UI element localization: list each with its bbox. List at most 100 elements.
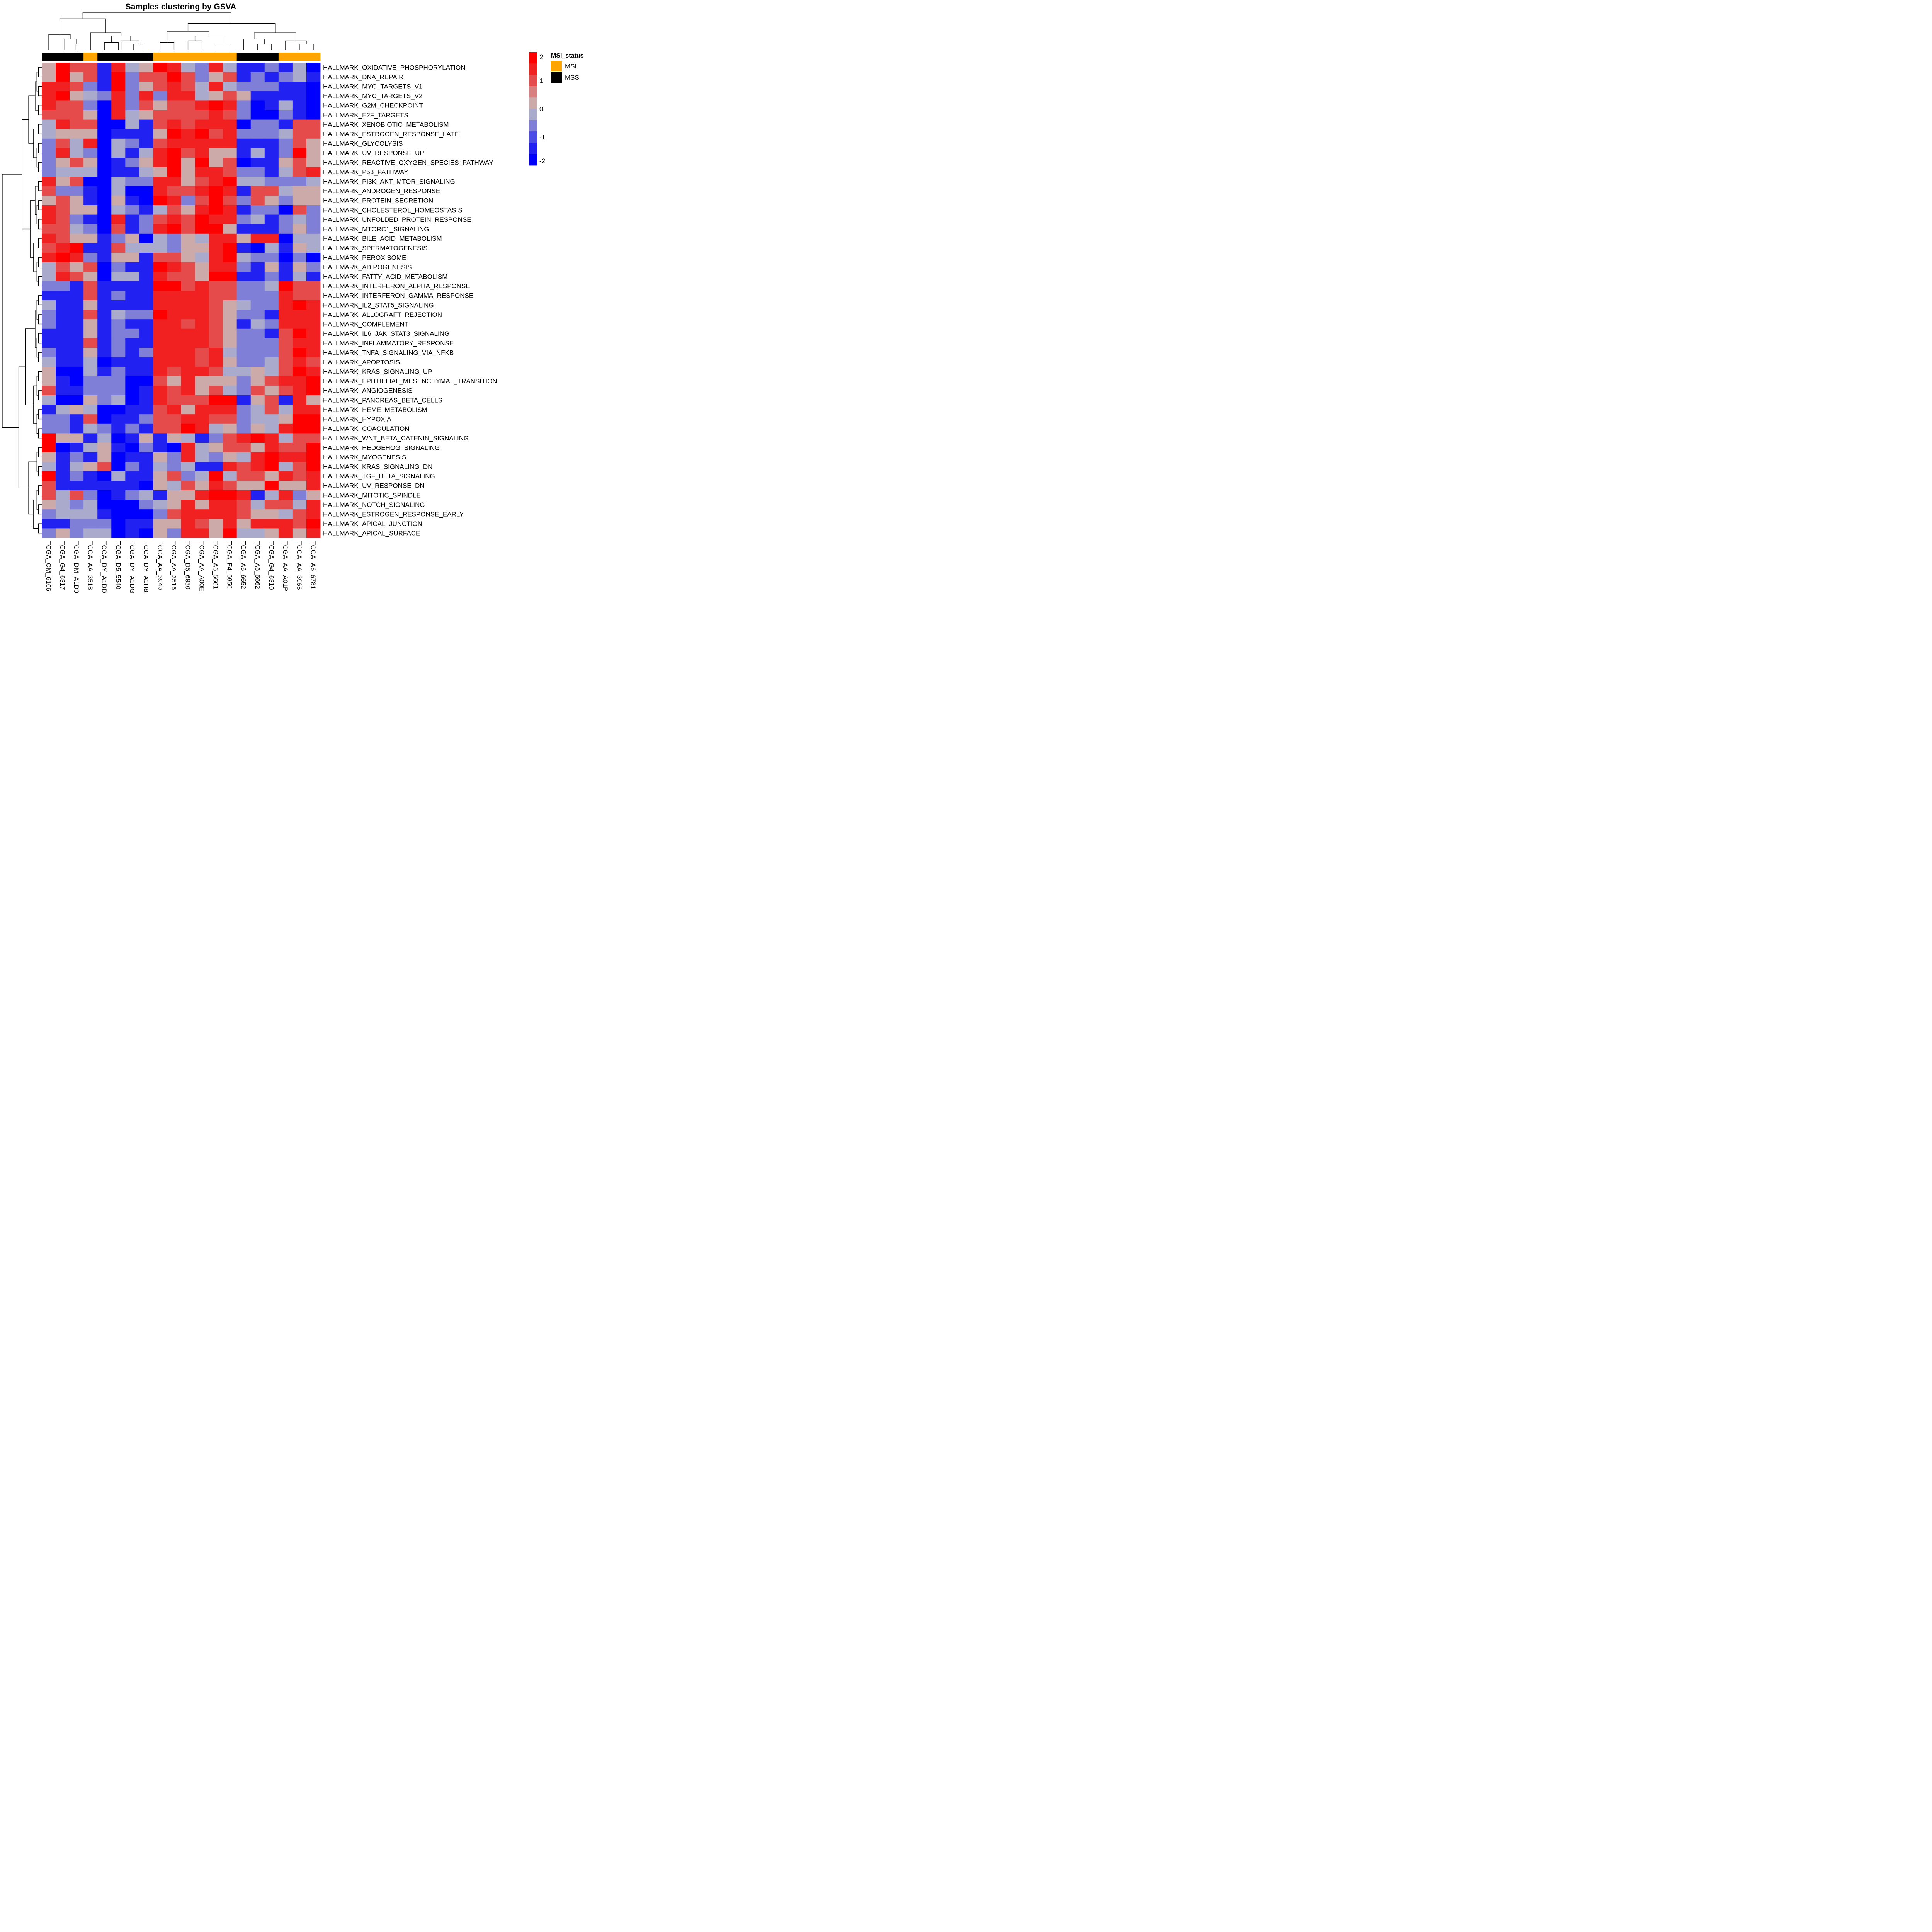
heatmap-cell [167, 376, 181, 386]
heatmap-cell [264, 214, 279, 224]
heatmap-cell [306, 110, 321, 120]
heatmap-cell [195, 224, 209, 234]
heatmap-cell [306, 158, 321, 167]
heatmap-cell [292, 386, 307, 396]
heatmap-cell [83, 328, 98, 338]
heatmap-cell [167, 423, 181, 434]
heatmap-cell [209, 272, 223, 282]
heatmap-cell [97, 395, 112, 405]
heatmap-cell [167, 281, 181, 291]
heatmap-cell [125, 177, 139, 187]
heatmap-cell [111, 205, 126, 215]
heatmap-cell [250, 528, 265, 538]
sample-label: TCGA_A6_5662 [254, 541, 261, 589]
heatmap-cell [195, 72, 209, 82]
heatmap-cell [70, 100, 84, 111]
geneset-label: HALLMARK_KRAS_SIGNALING_DN [323, 463, 432, 471]
dendrogram-branch [38, 466, 42, 476]
heatmap-cell [236, 405, 251, 415]
heatmap-cell [264, 138, 279, 148]
heatmap-cell [139, 110, 153, 120]
dendrogram-branch [36, 414, 39, 434]
heatmap-cell [250, 367, 265, 377]
heatmap-cell [83, 509, 98, 519]
heatmap-cell [70, 72, 84, 82]
dendrogram-branch [36, 338, 39, 358]
heatmap-cell [56, 233, 70, 243]
sample-label: TCGA_AA_3518 [87, 541, 94, 590]
heatmap-cell [209, 148, 223, 158]
heatmap-cell [167, 509, 181, 519]
heatmap-cell [139, 433, 153, 443]
dendrogram-branch [38, 257, 42, 267]
heatmap-cell [278, 224, 293, 234]
heatmap-cell [111, 376, 126, 386]
heatmap-cell [83, 519, 98, 529]
heatmap-cell [111, 186, 126, 196]
heatmap-cell [195, 405, 209, 415]
heatmap-cell [250, 300, 265, 310]
heatmap-cell [195, 272, 209, 282]
geneset-label: HALLMARK_WNT_BETA_CATENIN_SIGNALING [323, 435, 469, 442]
heatmap-cell [292, 471, 307, 481]
heatmap-cell [195, 291, 209, 301]
geneset-label: HALLMARK_TNFA_SIGNALING_VIA_NFKB [323, 349, 454, 356]
heatmap-cell [56, 281, 70, 291]
heatmap-cell [278, 129, 293, 139]
dendrogram-branch [38, 409, 42, 420]
heatmap-cell [97, 433, 112, 443]
heatmap-cell [306, 186, 321, 196]
color-scale-swatch [529, 154, 537, 166]
heatmap-cell [306, 63, 321, 72]
heatmap-cell [223, 395, 237, 405]
heatmap-cell [236, 443, 251, 452]
heatmap-cell [167, 243, 181, 253]
heatmap-cell [56, 63, 70, 72]
heatmap-cell [139, 481, 153, 491]
heatmap-cell [223, 300, 237, 310]
heatmap-cell [181, 177, 195, 187]
heatmap-cell [125, 100, 139, 111]
heatmap-cell [278, 196, 293, 206]
heatmap-cell [167, 490, 181, 500]
heatmap-cell [278, 338, 293, 348]
heatmap-cell [250, 138, 265, 148]
msi-legend-swatch [551, 72, 562, 83]
heatmap-cell [223, 196, 237, 206]
heatmap-cell [236, 338, 251, 348]
heatmap-cell [97, 291, 112, 301]
dendrogram-branch [33, 385, 37, 424]
heatmap-cell [181, 348, 195, 357]
heatmap-cell [83, 310, 98, 320]
heatmap-cell [42, 205, 56, 215]
heatmap-cell [195, 214, 209, 224]
heatmap-cell [250, 63, 265, 72]
heatmap-cell [167, 138, 181, 148]
geneset-label: HALLMARK_ESTROGEN_RESPONSE_EARLY [323, 511, 464, 518]
heatmap-cell [250, 243, 265, 253]
heatmap-cell [181, 243, 195, 253]
sample-label: TCGA_A6_6652 [240, 541, 247, 589]
heatmap-cell [292, 129, 307, 139]
heatmap-cell [167, 214, 181, 224]
heatmap-cell [223, 233, 237, 243]
heatmap-cell [70, 214, 84, 224]
dendrogram-branch [38, 295, 42, 305]
heatmap-cell [111, 481, 126, 491]
heatmap-cell [125, 167, 139, 177]
geneset-label: HALLMARK_INFLAMMATORY_RESPONSE [323, 340, 454, 347]
heatmap-cell [236, 281, 251, 291]
heatmap-cell [125, 110, 139, 120]
heatmap-cell [278, 348, 293, 357]
heatmap-cell [181, 490, 195, 500]
geneset-label: HALLMARK_COAGULATION [323, 425, 410, 432]
heatmap-cell [70, 433, 84, 443]
heatmap-cell [250, 233, 265, 243]
heatmap-cell [209, 528, 223, 538]
row-dendrogram [2, 67, 42, 534]
heatmap-cell [97, 253, 112, 262]
heatmap-cell [83, 367, 98, 377]
heatmap-cell [278, 405, 293, 415]
heatmap-cell [195, 481, 209, 491]
heatmap-cell [42, 433, 56, 443]
